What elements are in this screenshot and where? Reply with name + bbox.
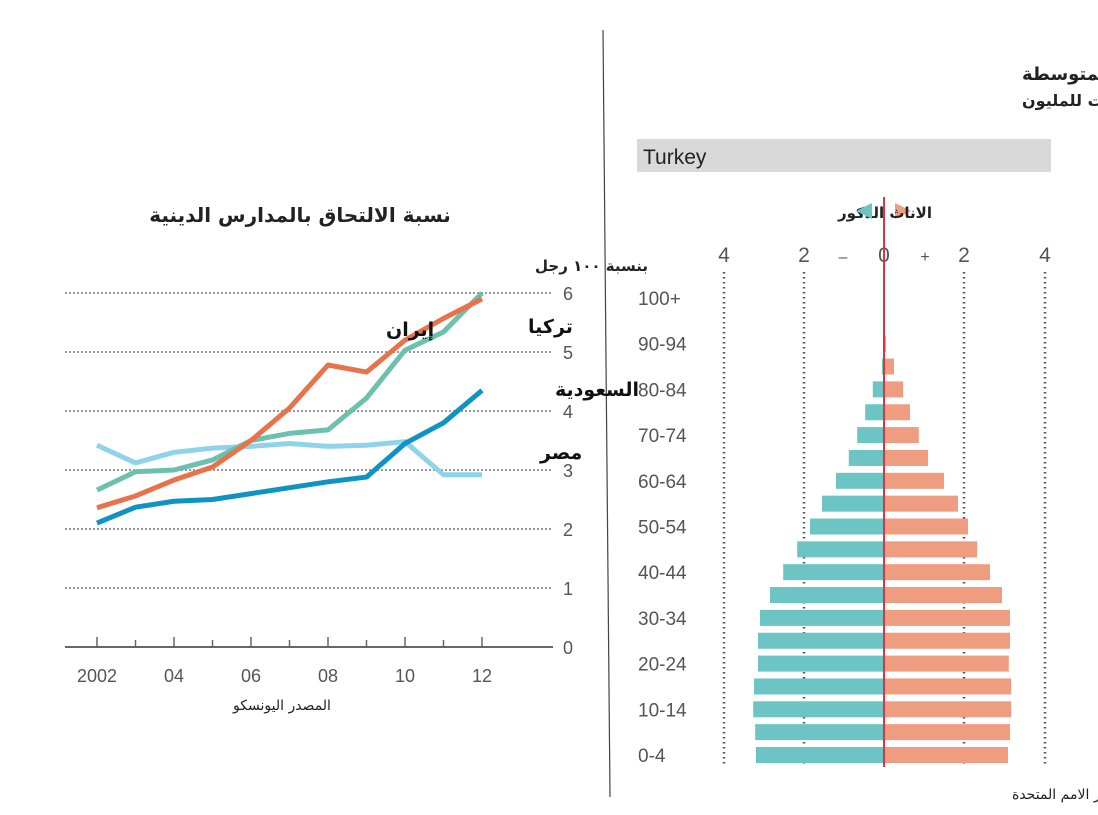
country-label: Turkey: [643, 146, 707, 169]
age-group-label: 40-44: [638, 563, 687, 584]
male-bar: [810, 518, 884, 535]
legend-male-triangle-icon: [856, 203, 872, 219]
male-bar: [758, 655, 884, 672]
y-tick-label: 6: [563, 284, 573, 304]
age-group-label: 70-74: [638, 426, 687, 447]
series-line: [95, 439, 482, 478]
male-bar: [836, 472, 884, 489]
female-bar: [884, 724, 1010, 741]
line-chart-source: المصدر اليونسكو: [232, 698, 331, 714]
male-bar: [865, 404, 884, 421]
female-bar: [884, 472, 944, 489]
series-label: السعودية: [555, 379, 639, 401]
female-bar: [884, 495, 958, 512]
y-tick-label: 5: [563, 343, 573, 363]
x-tick-label: 2002: [77, 666, 117, 686]
male-bar: [848, 449, 884, 466]
male-bar: [797, 541, 884, 558]
female-bar: [884, 587, 1002, 604]
series-label: إيران: [386, 319, 434, 341]
age-group-label: 20-24: [638, 655, 687, 676]
age-group-label: 100+: [638, 289, 681, 310]
legend-female-label: الاناث: [889, 204, 932, 222]
female-bar: [884, 632, 1010, 649]
female-bar: [884, 518, 968, 535]
female-bar: [884, 747, 1008, 763]
male-bar: [758, 632, 884, 649]
x-tick-label: +: [920, 249, 929, 266]
panel-divider: [602, 29, 611, 798]
female-bar: [884, 678, 1012, 695]
age-group-label: 90-94: [638, 335, 687, 356]
female-bar: [884, 358, 894, 375]
x-tick-label: –: [839, 249, 848, 266]
y-tick-label: 4: [563, 402, 573, 422]
series-line: [96, 388, 484, 526]
female-bar: [884, 381, 904, 398]
female-bar: [884, 655, 1009, 672]
x-tick-label: 12: [472, 666, 492, 686]
y-tick-label: 0: [563, 638, 573, 658]
female-bar: [884, 564, 990, 581]
male-bar: [760, 609, 884, 626]
series-line: [96, 296, 484, 511]
y-tick-label: 1: [563, 579, 573, 599]
x-tick-label: 08: [318, 666, 338, 686]
female-bar: [884, 541, 978, 558]
x-tick-label: 2: [798, 244, 810, 267]
pyramid-source: المصدر الامم المتحدة: [1012, 787, 1098, 803]
male-bar: [872, 381, 884, 398]
line-chart-title: نسبة الالتحاق بالمدارس الدينية: [149, 203, 451, 227]
x-tick-label: 4: [1039, 244, 1051, 267]
male-bar: [857, 427, 884, 444]
male-bar: [770, 587, 884, 604]
legend-female-triangle-icon: [895, 203, 911, 219]
pyramid-subtitle: عدد السكان بنسبة خمس سنوات للمليون: [1022, 91, 1098, 110]
male-bar: [783, 564, 884, 581]
male-bar: [753, 701, 884, 718]
x-tick-label: 10: [395, 666, 415, 686]
pyramid-title: الاعمار المتوسطة: [1022, 64, 1098, 85]
female-bar: [884, 427, 919, 444]
y-tick-label: 2: [563, 520, 573, 540]
age-group-label: 0-4: [638, 746, 666, 767]
male-bar: [756, 747, 884, 763]
age-group-label: 10-14: [638, 700, 687, 721]
female-bar: [884, 609, 1010, 626]
line-chart-ylabel: بنسبة ١٠٠ رجل: [535, 257, 648, 275]
female-bar: [884, 404, 910, 421]
male-bar: [822, 495, 884, 512]
series-line: [95, 291, 484, 493]
x-tick-label: 4: [718, 244, 730, 267]
x-tick-label: 2: [958, 244, 970, 267]
country-banner: [637, 139, 1051, 172]
series-label: مصر: [539, 442, 582, 464]
series-label: تركيا: [528, 316, 573, 338]
female-bar: [884, 701, 1012, 718]
age-group-label: 30-34: [638, 609, 687, 630]
male-bar: [754, 678, 884, 695]
x-tick-label: 04: [164, 666, 184, 686]
age-group-label: 60-64: [638, 472, 687, 493]
age-group-label: 80-84: [638, 380, 687, 401]
age-group-label: 50-54: [638, 518, 687, 539]
y-tick-label: 3: [563, 461, 573, 481]
female-bar: [884, 449, 928, 466]
male-bar: [755, 724, 884, 741]
x-tick-label: 06: [241, 666, 261, 686]
